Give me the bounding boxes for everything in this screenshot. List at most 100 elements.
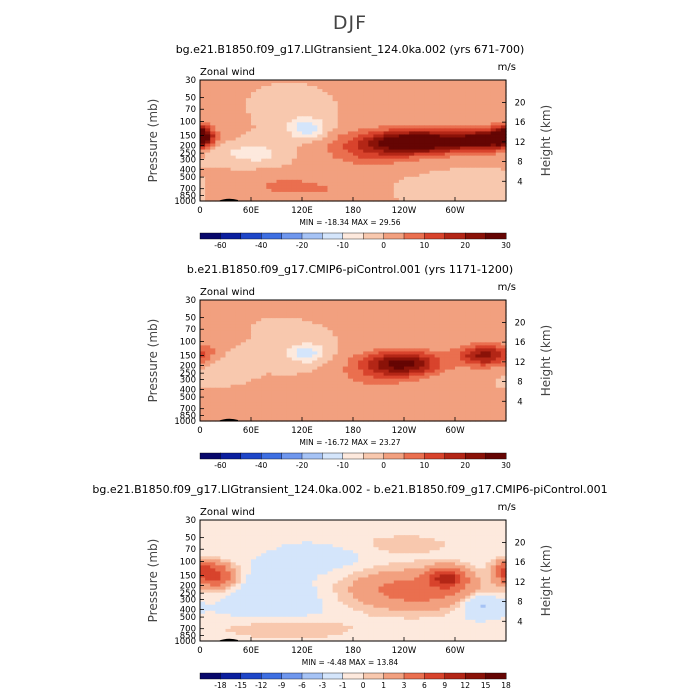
heatmap-cell — [281, 122, 288, 126]
heatmap-cell — [429, 378, 436, 383]
heatmap-cell — [251, 315, 257, 319]
heatmap-cell — [261, 161, 267, 166]
heatmap-cell — [271, 89, 278, 93]
heatmap-cell — [475, 113, 482, 117]
heatmap-cell — [409, 134, 415, 139]
heatmap-cell — [404, 140, 410, 145]
heatmap-cell — [251, 185, 257, 190]
heatmap-cell — [261, 303, 267, 307]
heatmap-cell — [363, 197, 369, 202]
heatmap-cell — [449, 339, 456, 343]
heatmap-cell — [368, 393, 374, 398]
heatmap-cell — [434, 378, 441, 383]
heatmap-cell — [312, 167, 318, 172]
heatmap-cell — [475, 83, 482, 87]
heatmap-cell — [205, 378, 211, 383]
heatmap-cell — [286, 137, 293, 142]
heatmap-cell — [490, 336, 497, 340]
heatmap-cell — [404, 179, 410, 184]
heatmap-cell — [296, 98, 303, 102]
heatmap-cell — [266, 158, 272, 163]
heatmap-cell — [342, 131, 349, 136]
heatmap-cell — [424, 101, 431, 105]
heatmap-cell — [240, 318, 247, 322]
heatmap-cell — [500, 83, 507, 87]
heatmap-cell — [220, 146, 227, 151]
heatmap-cell — [455, 185, 461, 190]
heatmap-cell — [291, 188, 298, 193]
heatmap-cell — [490, 131, 497, 136]
heatmap-cell — [312, 182, 318, 187]
heatmap-cell — [383, 408, 390, 413]
colorbar: -60 -40 -20 -10 0 10 20 30 — [199, 452, 511, 470]
heatmap-cell — [470, 161, 476, 166]
heatmap-cell — [393, 119, 400, 123]
heatmap-cell — [460, 191, 466, 196]
heatmap-cell — [200, 375, 206, 380]
heatmap-cell — [245, 300, 252, 304]
heatmap-cell — [424, 351, 431, 356]
heatmap-cell — [261, 146, 267, 151]
heatmap-cell — [337, 113, 344, 117]
heatmap-cell — [215, 327, 221, 331]
heatmap-cell — [455, 191, 461, 196]
heatmap-cell — [353, 330, 359, 334]
figure-title: DJF — [332, 12, 368, 34]
heatmap-cell — [470, 414, 476, 419]
heatmap-cell — [414, 101, 420, 105]
heatmap-cell — [312, 185, 318, 190]
heatmap-cell — [220, 134, 227, 139]
heatmap-cell — [490, 158, 497, 163]
heatmap-cell — [393, 155, 400, 160]
heatmap-cell — [393, 191, 400, 196]
heatmap-cell — [225, 354, 232, 359]
heatmap-cell — [256, 336, 262, 340]
heatmap-cell — [378, 185, 385, 190]
heatmap-cell — [383, 372, 390, 377]
heatmap-cell — [480, 146, 487, 151]
heatmap-cell — [337, 95, 344, 99]
heatmap-cell — [235, 411, 242, 416]
heatmap-cell — [210, 303, 216, 307]
heatmap-cell — [245, 89, 252, 93]
heatmap-cell — [266, 348, 272, 353]
heatmap-cell — [261, 375, 267, 380]
heatmap-cell — [225, 381, 232, 386]
heatmap-cell — [424, 149, 431, 154]
heatmap-cell — [485, 149, 492, 154]
heatmap-cell — [449, 408, 456, 413]
heatmap-cell — [419, 107, 425, 111]
heatmap-cell — [291, 158, 298, 163]
heatmap-cell — [449, 318, 456, 322]
heatmap-cell — [347, 128, 354, 133]
heatmap-cell — [398, 318, 405, 322]
heatmap-cell — [332, 170, 339, 175]
heatmap-cell — [337, 86, 344, 90]
heatmap-cell — [322, 393, 329, 398]
heatmap-cell — [500, 101, 507, 105]
heatmap-cell — [378, 360, 385, 365]
heatmap-cell — [251, 83, 257, 87]
heatmap-cell — [332, 324, 339, 328]
heatmap-cell — [373, 411, 380, 416]
heatmap-cell — [383, 149, 390, 154]
heatmap-cell — [286, 417, 293, 422]
heatmap-cell — [302, 143, 308, 148]
heatmap-cell — [495, 197, 502, 202]
heatmap-cell — [256, 318, 262, 322]
heatmap-cell — [251, 173, 257, 178]
heatmap-cell — [245, 405, 252, 410]
heatmap-cell — [363, 381, 369, 386]
heatmap-cell — [455, 89, 461, 93]
heatmap-cell — [327, 89, 334, 93]
heatmap-cell — [342, 390, 349, 395]
heatmap-cell — [205, 188, 211, 193]
heatmap-cell — [296, 143, 303, 148]
heatmap-cell — [296, 315, 303, 319]
heatmap-cell — [434, 80, 441, 84]
heatmap-cell — [398, 194, 405, 199]
heatmap-cell — [388, 164, 395, 169]
heatmap-cell — [398, 98, 405, 102]
heatmap-cell — [388, 149, 395, 154]
heatmap-cell — [240, 399, 247, 404]
